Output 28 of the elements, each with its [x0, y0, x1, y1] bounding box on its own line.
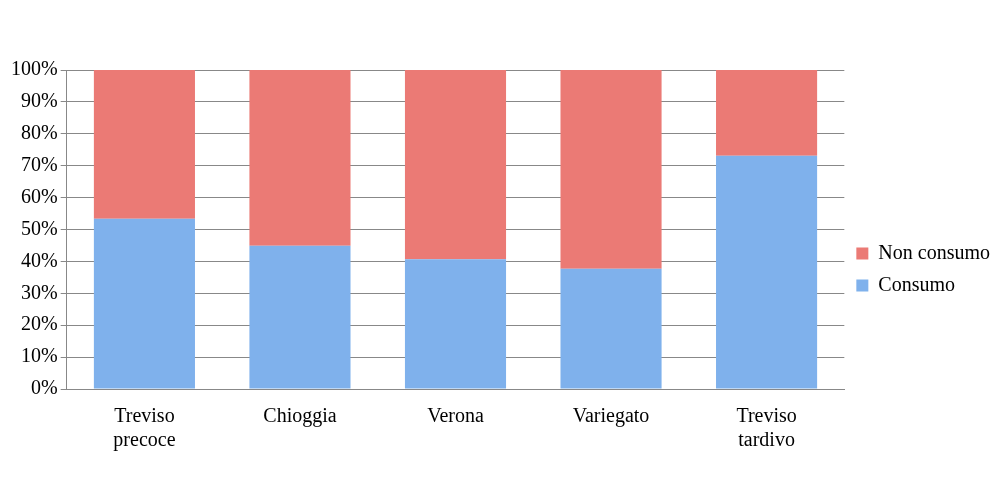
legend-label: Non consumo: [878, 240, 991, 263]
y-tick-label: 50%: [20, 216, 58, 239]
y-tick-label: 70%: [20, 152, 58, 175]
y-tick-label: 10%: [20, 344, 58, 367]
bar: [716, 70, 818, 156]
y-tick-label: 30%: [20, 280, 58, 303]
x-tick-label: Variegato: [572, 404, 650, 428]
bar: [93, 70, 195, 219]
bar: [560, 268, 662, 389]
x-tick-label: Treviso precoce: [113, 404, 176, 452]
x-tick-label: Chioggia: [263, 404, 337, 428]
y-tick-label: 40%: [20, 248, 58, 271]
y-tick-label: 100%: [10, 57, 58, 80]
y-tick-label: 60%: [20, 184, 58, 207]
bar: [404, 70, 507, 260]
bar: [93, 218, 195, 389]
y-tick-label: 0%: [30, 376, 58, 399]
bar: [249, 245, 351, 389]
y-tick-label: 20%: [20, 312, 58, 335]
legend-label: Consumo: [878, 272, 956, 295]
bar: [716, 155, 818, 389]
bar: [404, 259, 507, 389]
y-tick-label: 80%: [20, 121, 58, 144]
bar: [249, 70, 351, 246]
x-tick-label: Treviso tardivo: [736, 404, 797, 451]
x-tick-label: Verona: [427, 404, 484, 427]
y-tick-label: 90%: [20, 89, 58, 112]
bar: [560, 70, 662, 269]
